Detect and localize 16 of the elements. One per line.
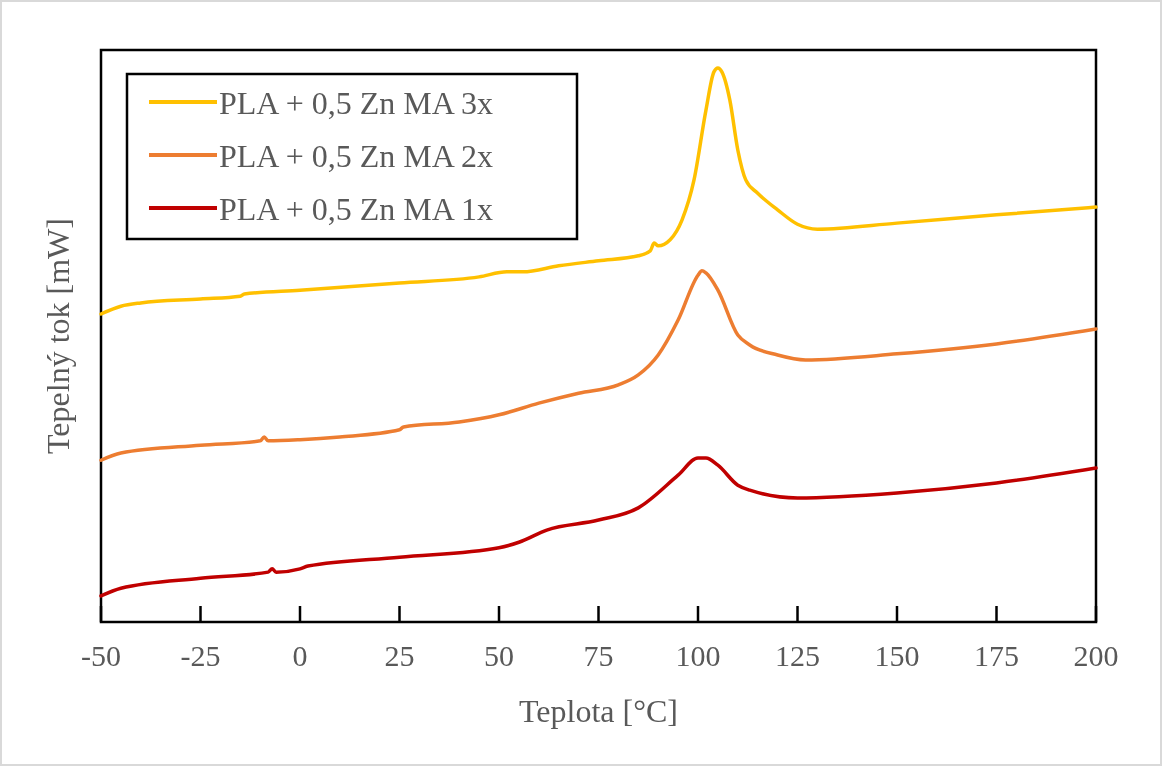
x-tick-label: 175 <box>974 639 1019 672</box>
x-tick-label: 50 <box>484 639 514 672</box>
x-tick-label: -50 <box>81 639 121 672</box>
x-tick-label: 25 <box>384 639 415 672</box>
x-tick-label: 200 <box>1073 639 1119 672</box>
legend-label: PLA + 0,5 Zn MA 3x <box>219 85 494 121</box>
x-tick-label: 75 <box>583 639 614 672</box>
x-tick-label: 125 <box>775 639 820 672</box>
x-tick-label: -25 <box>180 639 221 672</box>
y-axis-title: Tepelný tok [mW] <box>40 218 76 454</box>
x-axis-title: Teplota [°C] <box>519 693 678 729</box>
legend-label: PLA + 0,5 Zn MA 1x <box>219 191 494 227</box>
x-tick-label: 100 <box>675 639 721 672</box>
x-tick-label: 0 <box>292 639 308 672</box>
legend-label: PLA + 0,5 Zn MA 2x <box>219 138 494 174</box>
x-tick-label: 150 <box>874 639 920 672</box>
